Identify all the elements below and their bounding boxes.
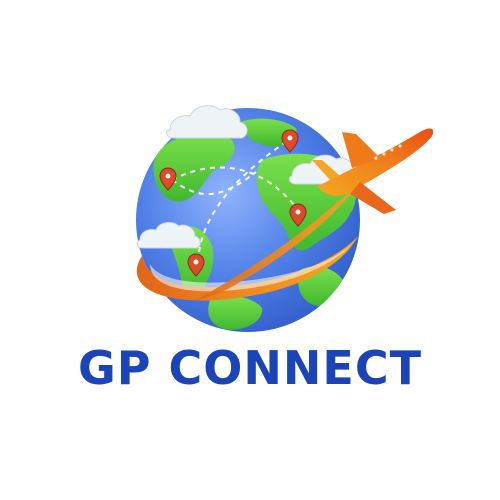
orbit-swoosh xyxy=(136,236,358,301)
brand-name: GP CONNECT xyxy=(78,341,422,395)
globe-logo-graphic xyxy=(136,105,434,332)
globe-icon xyxy=(136,108,360,332)
map-pin-icon xyxy=(159,129,307,277)
airplane-icon xyxy=(196,128,434,300)
